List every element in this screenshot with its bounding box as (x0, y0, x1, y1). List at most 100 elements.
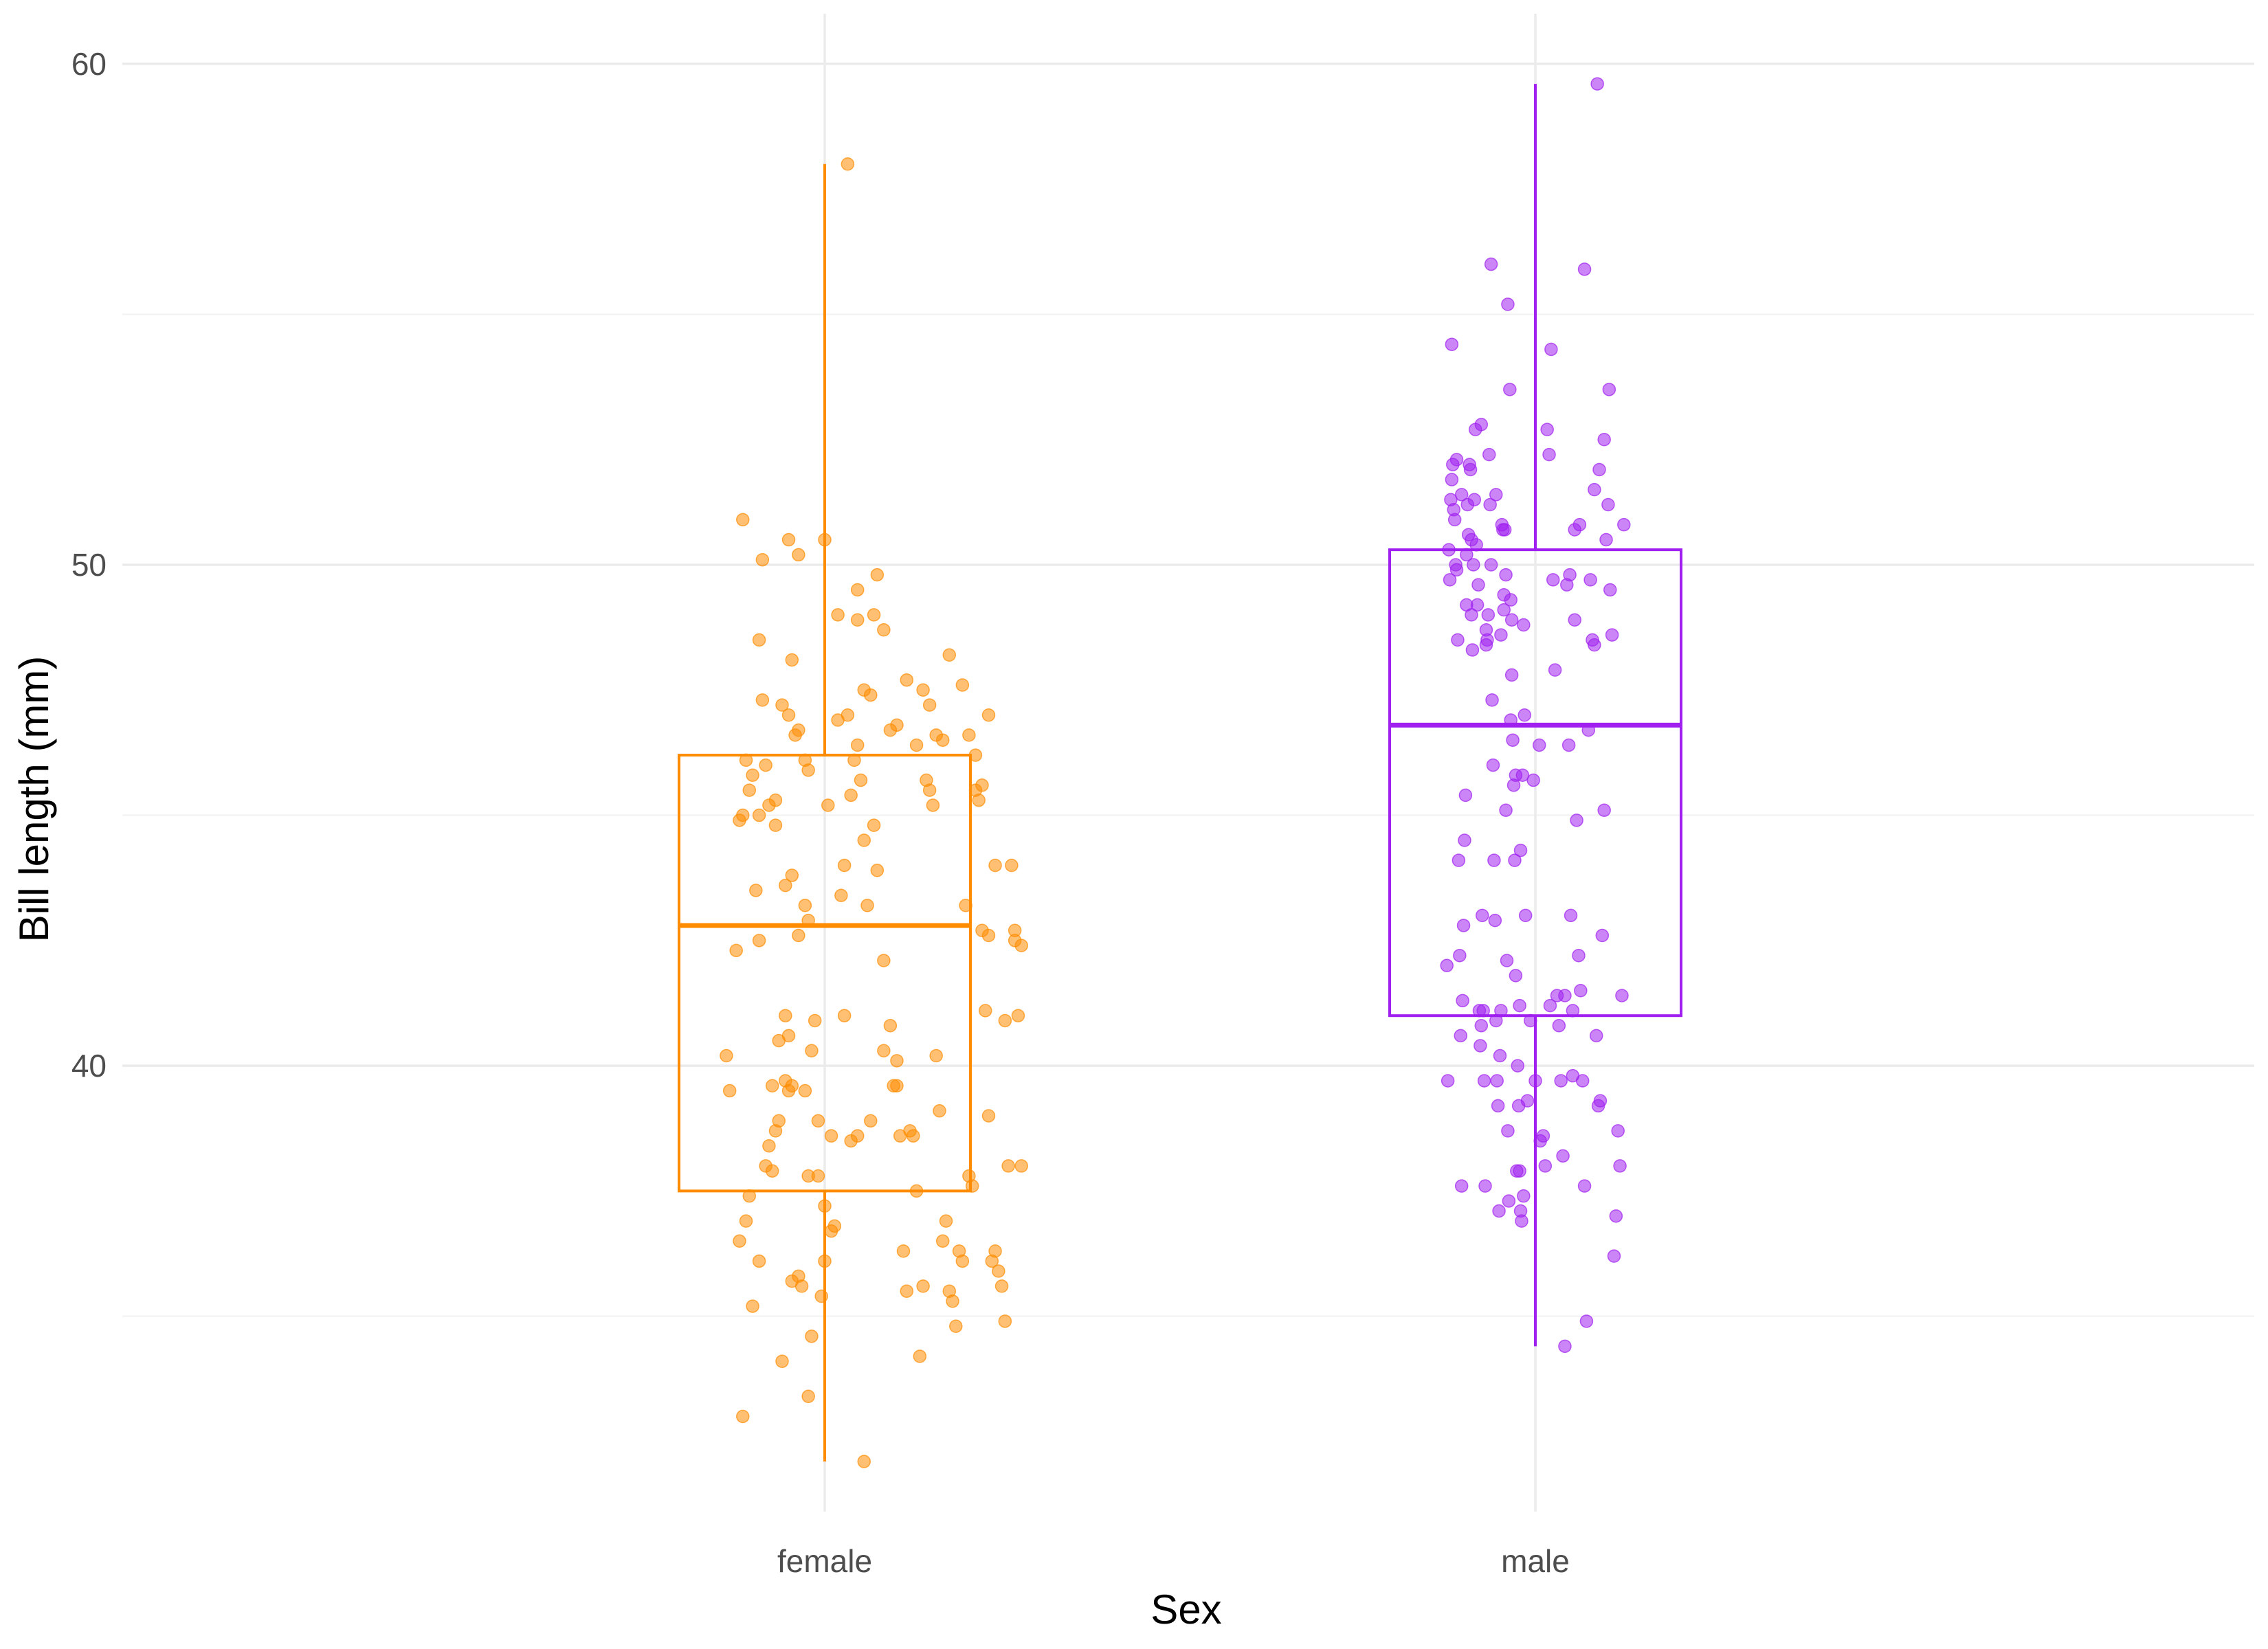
data-point-male (1443, 573, 1457, 587)
data-point-male (1484, 257, 1498, 271)
data-point-male (1558, 989, 1572, 1002)
data-point-female (720, 1048, 733, 1063)
data-point-male (1474, 1019, 1489, 1033)
data-point-male (1609, 1209, 1623, 1223)
data-point-male (1499, 803, 1513, 818)
data-point-male (1544, 342, 1558, 357)
data-point-female (955, 678, 970, 692)
data-point-female (841, 157, 855, 171)
data-point-female (768, 818, 783, 832)
data-point-female (1005, 858, 1019, 873)
data-point-male (1515, 1214, 1528, 1228)
data-point-female (779, 1009, 792, 1022)
data-point-male (1517, 1189, 1531, 1203)
data-point-female (922, 783, 937, 797)
data-point-male (1484, 558, 1498, 572)
data-point-female (857, 1455, 871, 1468)
data-point-female (805, 1330, 819, 1343)
y-axis-title: Bill length (mm) (11, 656, 57, 943)
data-point-female (955, 1254, 970, 1268)
data-point-male (1513, 843, 1528, 857)
data-point-male (1509, 969, 1523, 983)
data-point-male (1493, 1048, 1507, 1063)
iqr-box (1388, 548, 1682, 1018)
data-point-female (798, 1084, 812, 1098)
data-point-male (1445, 337, 1459, 351)
data-point-male (1501, 1124, 1515, 1138)
data-point-female (935, 733, 950, 747)
data-point-male (1513, 998, 1526, 1013)
data-point-male (1454, 488, 1469, 502)
data-point-male (1452, 853, 1466, 867)
data-point-female (854, 773, 868, 787)
data-point-female (768, 793, 783, 807)
data-point-female (841, 708, 855, 722)
data-point-male (1577, 1179, 1592, 1193)
data-point-male (1528, 1074, 1542, 1088)
data-point-male (1554, 1074, 1568, 1088)
data-point-female (805, 1044, 819, 1057)
data-point-male (1542, 447, 1556, 462)
data-point-female (998, 1013, 1012, 1028)
data-point-male (1491, 1099, 1505, 1113)
data-point-female (792, 548, 805, 562)
data-point-male (1572, 517, 1587, 532)
data-point-male (1526, 773, 1540, 787)
data-point-female (929, 1048, 943, 1063)
data-point-male (1546, 573, 1560, 587)
data-point-male (1490, 1074, 1504, 1088)
data-point-male (1503, 383, 1517, 396)
data-point-female (867, 608, 881, 622)
data-point-male (1449, 563, 1464, 577)
data-point-female (850, 738, 865, 752)
data-point-male (1498, 523, 1512, 537)
data-point-male (1572, 948, 1586, 963)
data-point-female (765, 1079, 779, 1093)
data-point-female (785, 653, 799, 667)
data-point-female (765, 1164, 779, 1178)
data-point-female (739, 753, 753, 767)
data-point-male (1597, 432, 1611, 447)
data-point-female (909, 1184, 924, 1198)
data-point-male (1454, 1179, 1469, 1193)
y-tick-labels: 40 50 60 (71, 46, 107, 1084)
data-point-female (781, 708, 796, 722)
data-point-female (801, 763, 815, 777)
data-point-male (1497, 603, 1511, 617)
data-point-female (857, 833, 871, 847)
data-point-male (1458, 788, 1473, 803)
data-point-female (933, 1103, 946, 1118)
data-point-female (792, 928, 805, 943)
data-point-female (981, 928, 996, 943)
data-point-male (1492, 1204, 1506, 1218)
data-point-female (959, 899, 972, 912)
data-point-male (1476, 1004, 1490, 1018)
data-point-male (1465, 608, 1478, 622)
data-point-female (814, 1289, 828, 1303)
data-point-female (1001, 1159, 1015, 1173)
data-point-female (942, 648, 957, 662)
data-point-male (1474, 418, 1489, 431)
data-point-female (922, 698, 937, 712)
data-point-female (992, 1264, 1005, 1278)
data-point-male (1579, 1314, 1594, 1328)
data-point-female (988, 858, 1002, 873)
data-point-female (736, 808, 750, 822)
data-point-female (1014, 1159, 1028, 1173)
data-point-female (916, 683, 930, 697)
data-point-male (1581, 723, 1596, 737)
data-point-female (794, 1279, 809, 1293)
data-point-male (1482, 447, 1496, 462)
data-point-female (772, 1033, 786, 1048)
data-point-male (1506, 733, 1520, 747)
data-point-female (811, 1169, 825, 1183)
data-point-female (946, 1294, 959, 1308)
data-point-male (1588, 482, 1601, 497)
data-point-male (1440, 958, 1454, 973)
data-point-female (926, 798, 940, 812)
data-point-female (896, 1244, 911, 1258)
data-point-male (1566, 1004, 1580, 1018)
data-point-male (1470, 598, 1485, 612)
data-point-male (1479, 638, 1493, 652)
data-point-female (850, 613, 865, 627)
